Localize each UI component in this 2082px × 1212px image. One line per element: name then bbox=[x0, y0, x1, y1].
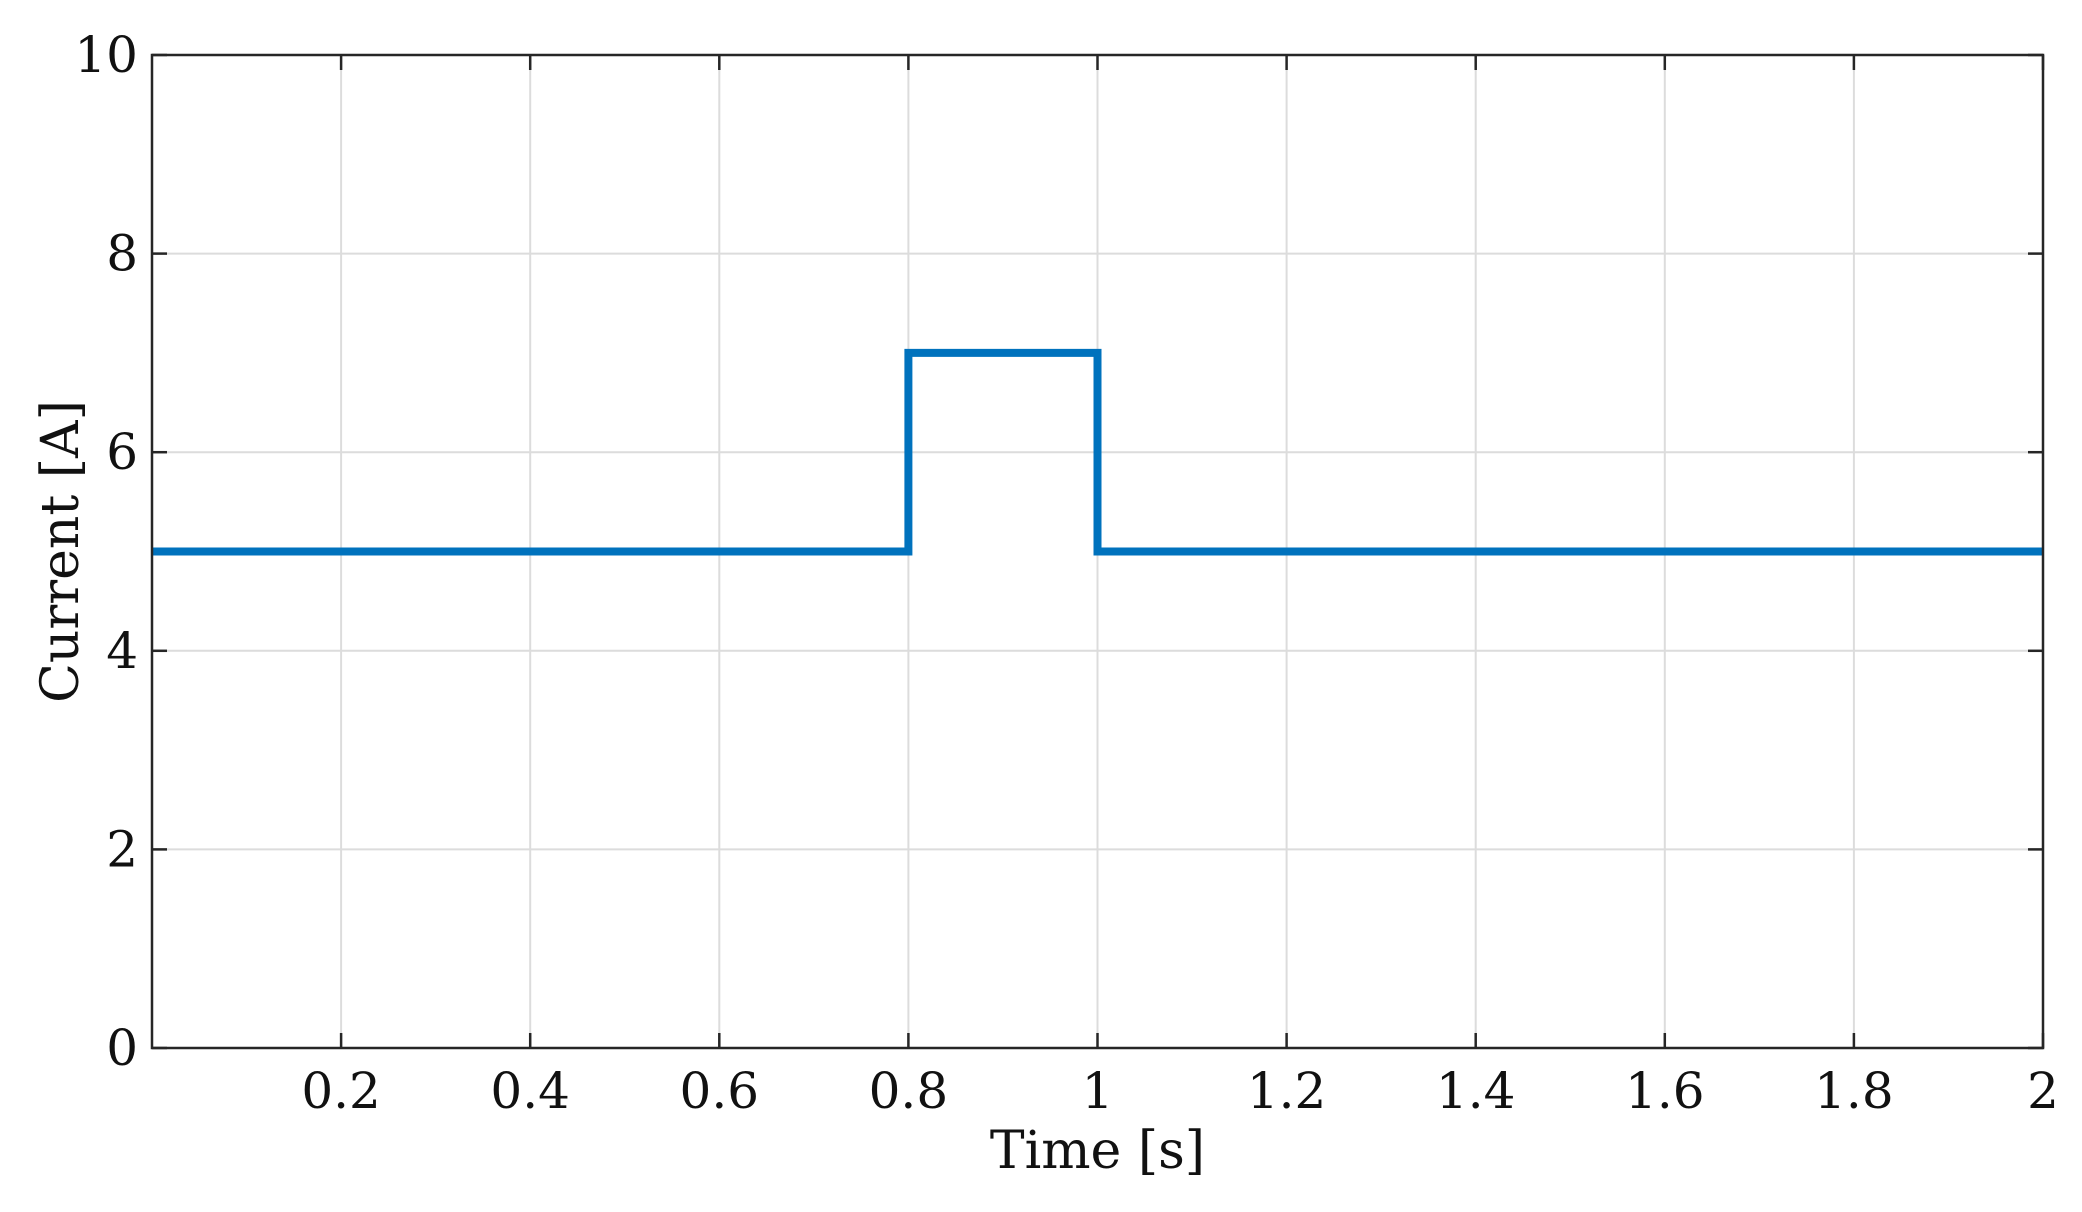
x-tick-label: 0.4 bbox=[490, 1062, 570, 1120]
y-axis-title: Current [A] bbox=[31, 400, 91, 703]
y-tick-label: 10 bbox=[74, 26, 138, 84]
y-tick-label: 2 bbox=[106, 820, 138, 878]
tick-marks bbox=[152, 53, 2045, 1050]
y-tick-label: 0 bbox=[106, 1019, 138, 1077]
series-line bbox=[152, 348, 2043, 556]
x-tick-label: 1.6 bbox=[1625, 1062, 1705, 1120]
y-tick-label: 6 bbox=[106, 423, 138, 481]
x-tick-label: 1 bbox=[1082, 1062, 1114, 1120]
x-tick-label: 2 bbox=[2027, 1062, 2059, 1120]
x-tick-label: 1.2 bbox=[1247, 1062, 1327, 1120]
series-layer bbox=[152, 348, 2043, 556]
x-tick-label: 0.8 bbox=[869, 1062, 949, 1120]
x-tick-label: 0.6 bbox=[680, 1062, 760, 1120]
y-tick-label: 8 bbox=[106, 225, 138, 283]
x-tick-label: 1.4 bbox=[1436, 1062, 1516, 1120]
y-tick-label: 4 bbox=[106, 622, 138, 680]
tick-labels: 0.2 0.4 0.6 0.8 1 1.2 1.4 1.6 1.8 2 0 2 4 6 8 10 bbox=[74, 26, 2059, 1120]
x-tick-label: 1.8 bbox=[1814, 1062, 1894, 1120]
x-tick-label: 0.2 bbox=[301, 1062, 381, 1120]
x-axis-title: Time [s] bbox=[990, 1121, 1205, 1181]
